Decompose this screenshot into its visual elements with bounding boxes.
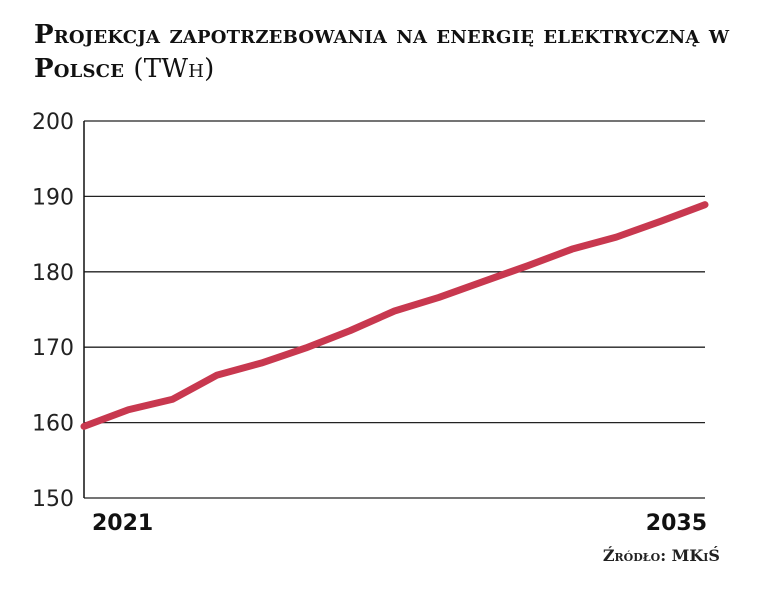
chart-title-unit: (TWh)	[133, 54, 215, 84]
y-tick-label: 190	[32, 185, 74, 210]
y-tick-label: 200	[32, 110, 74, 135]
source-note: Źródło: MKiŚ	[602, 546, 720, 565]
y-tick-label: 180	[32, 261, 74, 286]
x-tick-labels: 2021 2035	[92, 511, 707, 536]
chart-title: Projekcja zapotrzebowania na energię ele…	[34, 18, 734, 86]
x-tick-label: 2021	[92, 511, 153, 536]
y-tick-labels: 200 190 180 170 160 150	[32, 110, 74, 512]
series-line	[80, 201, 709, 430]
x-tick-label: 2035	[646, 511, 707, 536]
y-tick-label: 150	[32, 487, 74, 512]
gridlines	[84, 120, 705, 499]
y-tick-label: 170	[32, 336, 74, 361]
y-tick-label: 160	[32, 412, 74, 437]
chart-title-text: Projekcja zapotrzebowania na energię ele…	[34, 20, 730, 84]
